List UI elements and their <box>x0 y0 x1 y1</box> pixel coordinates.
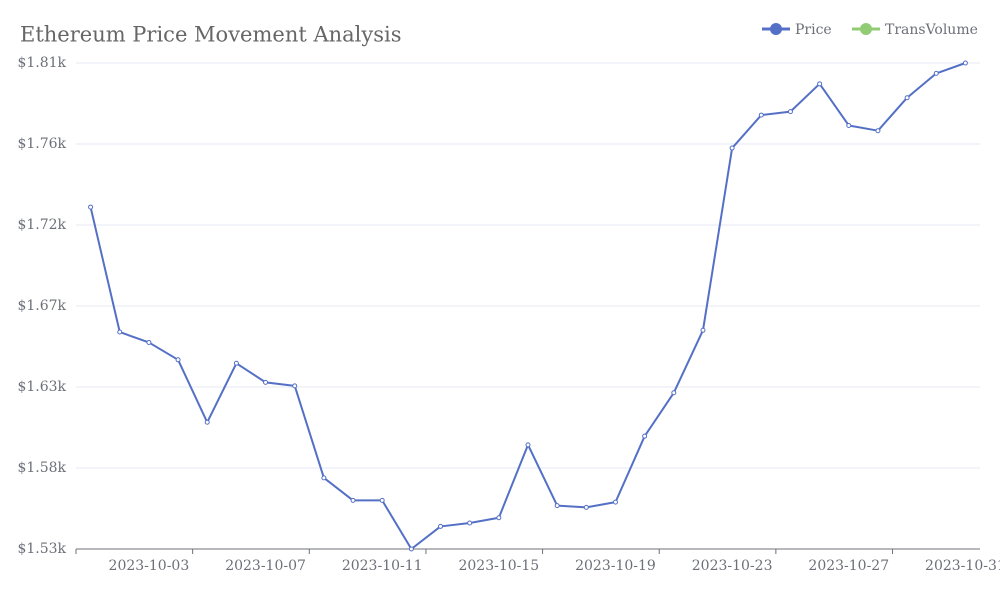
point <box>233 360 239 366</box>
point <box>933 70 939 76</box>
point <box>204 419 210 425</box>
point <box>904 95 910 101</box>
point <box>408 546 414 552</box>
point <box>729 145 735 151</box>
x-tick-label: 2023-10-19 <box>575 558 656 574</box>
point <box>787 109 793 115</box>
x-tick-label: 2023-10-15 <box>458 558 539 574</box>
x-tick-label: 2023-10-07 <box>225 558 306 574</box>
point <box>175 357 181 363</box>
point <box>846 122 852 128</box>
legend-label: Price <box>795 22 832 38</box>
y-tick-label: $1.72k <box>17 217 66 233</box>
point <box>875 128 881 134</box>
point <box>321 475 327 481</box>
y-tick-label: $1.81k <box>17 55 66 71</box>
point <box>117 329 123 335</box>
point <box>379 497 385 503</box>
x-tick-label: 2023-10-03 <box>109 558 190 574</box>
point <box>496 515 502 521</box>
point <box>612 499 618 505</box>
point <box>438 523 444 529</box>
y-tick-label: $1.58k <box>17 460 66 476</box>
x-tick-label: 2023-10-23 <box>692 558 773 574</box>
legend-label: TransVolume <box>885 22 978 38</box>
point <box>263 379 269 385</box>
point <box>525 442 531 448</box>
point <box>642 433 648 439</box>
point <box>467 520 473 526</box>
point <box>554 503 560 509</box>
point <box>758 112 764 118</box>
y-tick-label: $1.63k <box>17 379 66 395</box>
point <box>817 81 823 87</box>
chart-title: Ethereum Price Movement Analysis <box>20 23 402 47</box>
point <box>700 327 706 333</box>
point <box>583 504 589 510</box>
legend-swatch-dot <box>860 23 872 35</box>
y-tick-label: $1.67k <box>17 298 66 314</box>
point <box>88 204 94 210</box>
y-tick-label: $1.53k <box>17 541 66 557</box>
point <box>350 497 356 503</box>
x-tick-label: 2023-10-27 <box>808 558 889 574</box>
point <box>146 339 152 345</box>
y-tick-label: $1.76k <box>17 136 66 152</box>
point <box>671 390 677 396</box>
x-tick-label: 2023-10-31 <box>925 558 1000 574</box>
point <box>962 60 968 66</box>
x-tick-label: 2023-10-11 <box>342 558 423 574</box>
point <box>292 383 298 389</box>
legend-swatch-dot <box>770 23 782 35</box>
